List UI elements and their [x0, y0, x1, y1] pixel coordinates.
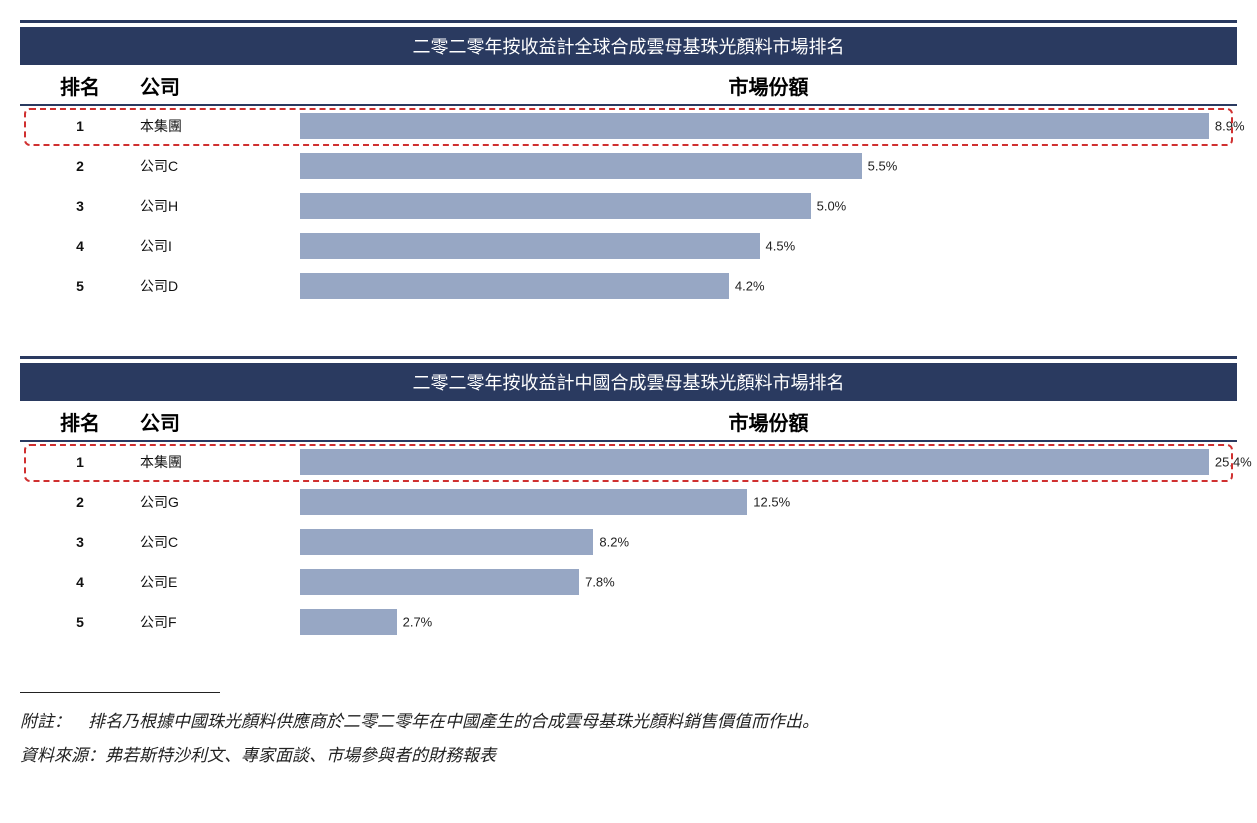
rows-wrap: 1本集團8.9% 2公司C 5.5% 3公司H 5.0% 4公司I 4.5% 5公司D 4.2% — [20, 106, 1237, 306]
rank-cell: 3 — [20, 198, 140, 214]
table-row: 2公司C 5.5% — [20, 146, 1237, 186]
bar-label: 12.5% — [753, 495, 790, 510]
header-row: 排名公司市場份額 — [20, 401, 1237, 442]
header-company: 公司 — [140, 71, 300, 100]
chart-global: 二零二零年按收益計全球合成雲母基珠光顏料市場排名排名公司市場份額1本集團8.9%… — [20, 20, 1237, 306]
table-row: 1本集團25.4% — [20, 442, 1237, 482]
rank-cell: 1 — [20, 454, 140, 470]
header-share: 市場份額 — [300, 407, 1237, 436]
bar-area: 8.2% — [300, 529, 1237, 555]
header-rank: 排名 — [20, 71, 140, 100]
bar-label: 2.7% — [403, 615, 433, 630]
header-rank: 排名 — [20, 407, 140, 436]
charts-root: 二零二零年按收益計全球合成雲母基珠光顏料市場排名排名公司市場份額1本集團8.9%… — [20, 20, 1237, 642]
header-company: 公司 — [140, 407, 300, 436]
bar-area: 12.5% — [300, 489, 1237, 515]
footnote-text: 附註： 排名乃根據中國珠光顏料供應商於二零二零年在中國產生的合成雲母基珠光顏料銷… — [20, 705, 1237, 739]
bar-label: 5.0% — [817, 199, 847, 214]
bar-area: 8.9% — [300, 113, 1237, 139]
table-row: 3公司C 8.2% — [20, 522, 1237, 562]
company-cell: 公司D — [140, 276, 300, 296]
bar-label: 8.2% — [599, 535, 629, 550]
bar-label: 5.5% — [868, 159, 898, 174]
bar-area: 25.4% — [300, 449, 1237, 475]
chart-title: 二零二零年按收益計全球合成雲母基珠光顏料市場排名 — [20, 27, 1237, 65]
bar-area: 2.7% — [300, 609, 1237, 635]
bar-label: 4.5% — [766, 239, 796, 254]
bar — [300, 529, 593, 555]
bar — [300, 153, 862, 179]
bar — [300, 233, 760, 259]
chart-china: 二零二零年按收益計中國合成雲母基珠光顏料市場排名排名公司市場份額1本集團25.4… — [20, 356, 1237, 642]
bar-area: 5.0% — [300, 193, 1237, 219]
bar-area: 4.5% — [300, 233, 1237, 259]
chart-title: 二零二零年按收益計中國合成雲母基珠光顏料市場排名 — [20, 363, 1237, 401]
company-cell: 公司F — [140, 612, 300, 632]
table-row: 2公司G 12.5% — [20, 482, 1237, 522]
bar — [300, 569, 579, 595]
rank-cell: 1 — [20, 118, 140, 134]
table-row: 5公司F 2.7% — [20, 602, 1237, 642]
rows-wrap: 1本集團25.4% 2公司G 12.5% 3公司C 8.2% 4公司E 7.8% 5公司F 2.… — [20, 442, 1237, 642]
company-cell: 公司E — [140, 572, 300, 592]
company-cell: 公司C — [140, 156, 300, 176]
rank-cell: 4 — [20, 574, 140, 590]
bar-label: 4.2% — [735, 279, 765, 294]
rank-cell: 4 — [20, 238, 140, 254]
table-row: 4公司E 7.8% — [20, 562, 1237, 602]
rank-cell: 5 — [20, 278, 140, 294]
company-cell: 公司C — [140, 532, 300, 552]
company-cell: 公司G — [140, 492, 300, 512]
footnotes-block: 附註： 排名乃根據中國珠光顏料供應商於二零二零年在中國產生的合成雲母基珠光顏料銷… — [20, 705, 1237, 773]
bar-label: 8.9% — [1215, 119, 1245, 134]
bar-area: 4.2% — [300, 273, 1237, 299]
rank-cell: 2 — [20, 158, 140, 174]
table-row: 3公司H 5.0% — [20, 186, 1237, 226]
title-bar-wrap: 二零二零年按收益計中國合成雲母基珠光顏料市場排名 — [20, 356, 1237, 401]
bar — [300, 273, 729, 299]
rank-cell: 3 — [20, 534, 140, 550]
bar-area: 5.5% — [300, 153, 1237, 179]
company-cell: 本集團 — [140, 452, 300, 472]
bar-label: 7.8% — [585, 575, 615, 590]
table-row: 4公司I 4.5% — [20, 226, 1237, 266]
header-share: 市場份額 — [300, 71, 1237, 100]
company-cell: 公司H — [140, 196, 300, 216]
bar — [300, 449, 1209, 475]
title-bar-wrap: 二零二零年按收益計全球合成雲母基珠光顏料市場排名 — [20, 20, 1237, 65]
bar-area: 7.8% — [300, 569, 1237, 595]
footnote-rule — [20, 692, 220, 705]
bar-label: 25.4% — [1215, 455, 1252, 470]
company-cell: 公司I — [140, 236, 300, 256]
header-row: 排名公司市場份額 — [20, 65, 1237, 106]
source-text: 資料來源：弗若斯特沙利文、專家面談、市場參與者的財務報表 — [20, 739, 1237, 773]
rank-cell: 5 — [20, 614, 140, 630]
table-row: 1本集團8.9% — [20, 106, 1237, 146]
bar — [300, 113, 1209, 139]
company-cell: 本集團 — [140, 116, 300, 136]
bar — [300, 609, 397, 635]
bar — [300, 193, 811, 219]
bar — [300, 489, 747, 515]
rank-cell: 2 — [20, 494, 140, 510]
table-row: 5公司D 4.2% — [20, 266, 1237, 306]
